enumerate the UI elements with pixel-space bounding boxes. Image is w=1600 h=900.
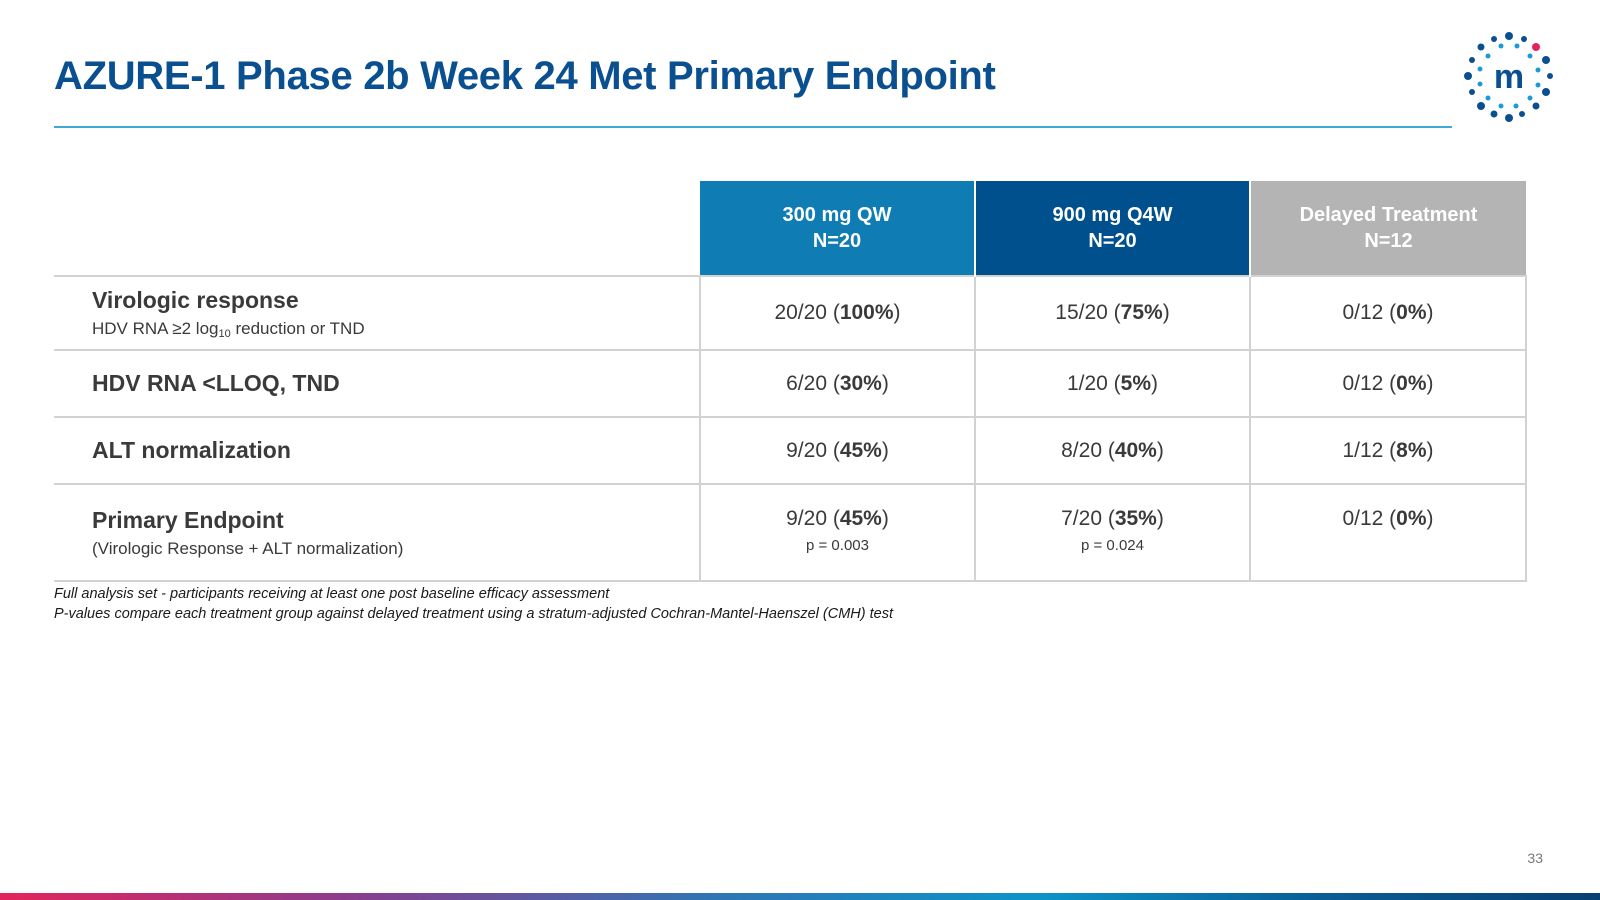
footnote: P-values compare each treatment group ag…	[54, 606, 893, 622]
cell-percent: 5%	[1120, 371, 1152, 395]
column-header-delayed-treatment: Delayed Treatment N=12	[1250, 181, 1526, 276]
table-cell: 0/12 (0%)	[1249, 275, 1527, 350]
results-table: 300 mg QW N=20 900 mg Q4W N=20 Delayed T…	[54, 181, 1527, 582]
slide-title: AZURE-1 Phase 2b Week 24 Met Primary End…	[54, 54, 996, 98]
footnotes: Full analysis set - participants receivi…	[54, 584, 893, 624]
page-number: 33	[1527, 850, 1543, 866]
logo-letter: m	[1494, 58, 1524, 96]
table-row-virologic-response: Virologic response HDV RNA ≥2 log10 redu…	[54, 275, 1527, 350]
p-value: p = 0.024	[1081, 537, 1144, 554]
table-row-hdv-rna-lloq: HDV RNA <LLOQ, TND 6/20 (30%) 1/20 (5%) …	[54, 349, 1527, 417]
cell-percent: 35%	[1114, 507, 1157, 530]
sublabel-subscript: 10	[218, 327, 231, 340]
table-cell: 8/20 (40%)	[974, 416, 1250, 484]
column-header-900mg-q4w: 900 mg Q4W N=20	[975, 181, 1251, 276]
table-cell: 7/20 (35%) p = 0.024	[974, 483, 1250, 582]
cell-fraction: 9/20	[786, 438, 827, 462]
table-cell: 0/12 (0%)	[1249, 483, 1527, 582]
cell-fraction: 20/20	[774, 301, 827, 324]
logo-graphic: m	[1464, 32, 1553, 122]
bottom-gradient-bar	[0, 893, 1600, 900]
p-value: p = 0.003	[806, 537, 869, 554]
table-cell: 1/12 (8%)	[1249, 416, 1527, 484]
row-label-cell: ALT normalization	[54, 416, 700, 484]
cell-fraction: 0/12	[1342, 301, 1384, 324]
row-label: HDV RNA <LLOQ, TND	[92, 370, 340, 396]
column-header-300mg-qw: 300 mg QW N=20	[700, 181, 976, 276]
cell-percent: 30%	[839, 371, 882, 395]
row-label: ALT normalization	[92, 437, 291, 463]
column-header-dose: Delayed Treatment	[1299, 204, 1478, 226]
table-cell: 20/20 (100%)	[699, 275, 975, 350]
table-cell: 9/20 (45%)	[699, 416, 975, 484]
table-cell: 0/12 (0%)	[1249, 349, 1527, 417]
cell-fraction: 7/20	[1061, 507, 1102, 530]
cell-fraction: 6/20	[786, 371, 827, 395]
row-label-cell: Virologic response HDV RNA ≥2 log10 redu…	[54, 275, 700, 350]
sublabel-text: HDV RNA ≥2 log	[92, 318, 219, 338]
cell-percent: 75%	[1120, 301, 1163, 324]
table-row-primary-endpoint: Primary Endpoint (Virologic Response + A…	[54, 483, 1527, 582]
table-cell: 1/20 (5%)	[974, 349, 1250, 417]
row-label: Virologic response	[92, 286, 299, 313]
row-label: Primary Endpoint	[92, 506, 284, 533]
header-blank-cell	[54, 181, 700, 276]
cell-percent: 0%	[1396, 507, 1427, 530]
cell-fraction: 9/20	[786, 507, 827, 530]
cell-percent: 8%	[1396, 438, 1427, 462]
column-header-n: N=20	[1088, 230, 1137, 252]
row-label-cell: HDV RNA <LLOQ, TND	[54, 349, 700, 417]
cell-fraction: 15/20	[1055, 301, 1108, 324]
cell-fraction: 1/12	[1342, 438, 1384, 462]
table-row-alt-normalization: ALT normalization 9/20 (45%) 8/20 (40%) …	[54, 416, 1527, 484]
cell-fraction: 0/12	[1342, 371, 1384, 395]
cell-percent: 45%	[839, 507, 882, 530]
row-label-cell: Primary Endpoint (Virologic Response + A…	[54, 483, 700, 582]
cell-fraction: 8/20	[1061, 438, 1102, 462]
cell-percent: 0%	[1396, 371, 1427, 395]
footnote: Full analysis set - participants receivi…	[54, 586, 610, 602]
cell-percent: 40%	[1114, 438, 1157, 462]
sublabel-text: reduction or TND	[230, 318, 365, 338]
column-header-n: N=20	[812, 230, 862, 252]
cell-percent: 0%	[1396, 301, 1427, 324]
column-header-dose: 300 mg QW	[782, 204, 892, 226]
cell-fraction: 0/12	[1342, 507, 1384, 530]
table-cell: 15/20 (75%)	[974, 275, 1250, 350]
table-cell: 6/20 (30%)	[699, 349, 975, 417]
title-divider	[54, 126, 1452, 128]
cell-percent: 100%	[839, 301, 894, 324]
table-cell: 9/20 (45%) p = 0.003	[699, 483, 975, 582]
cell-fraction: 1/20	[1066, 371, 1108, 395]
column-header-dose: 900 mg Q4W	[1052, 204, 1173, 226]
company-logo-m-icon: m	[1462, 30, 1556, 124]
row-sublabel: HDV RNA ≥2 log10 reduction or TND	[92, 319, 699, 340]
cell-percent: 45%	[839, 438, 882, 462]
column-header-n: N=12	[1364, 230, 1413, 252]
row-sublabel: (Virologic Response + ALT normalization)	[92, 538, 404, 558]
